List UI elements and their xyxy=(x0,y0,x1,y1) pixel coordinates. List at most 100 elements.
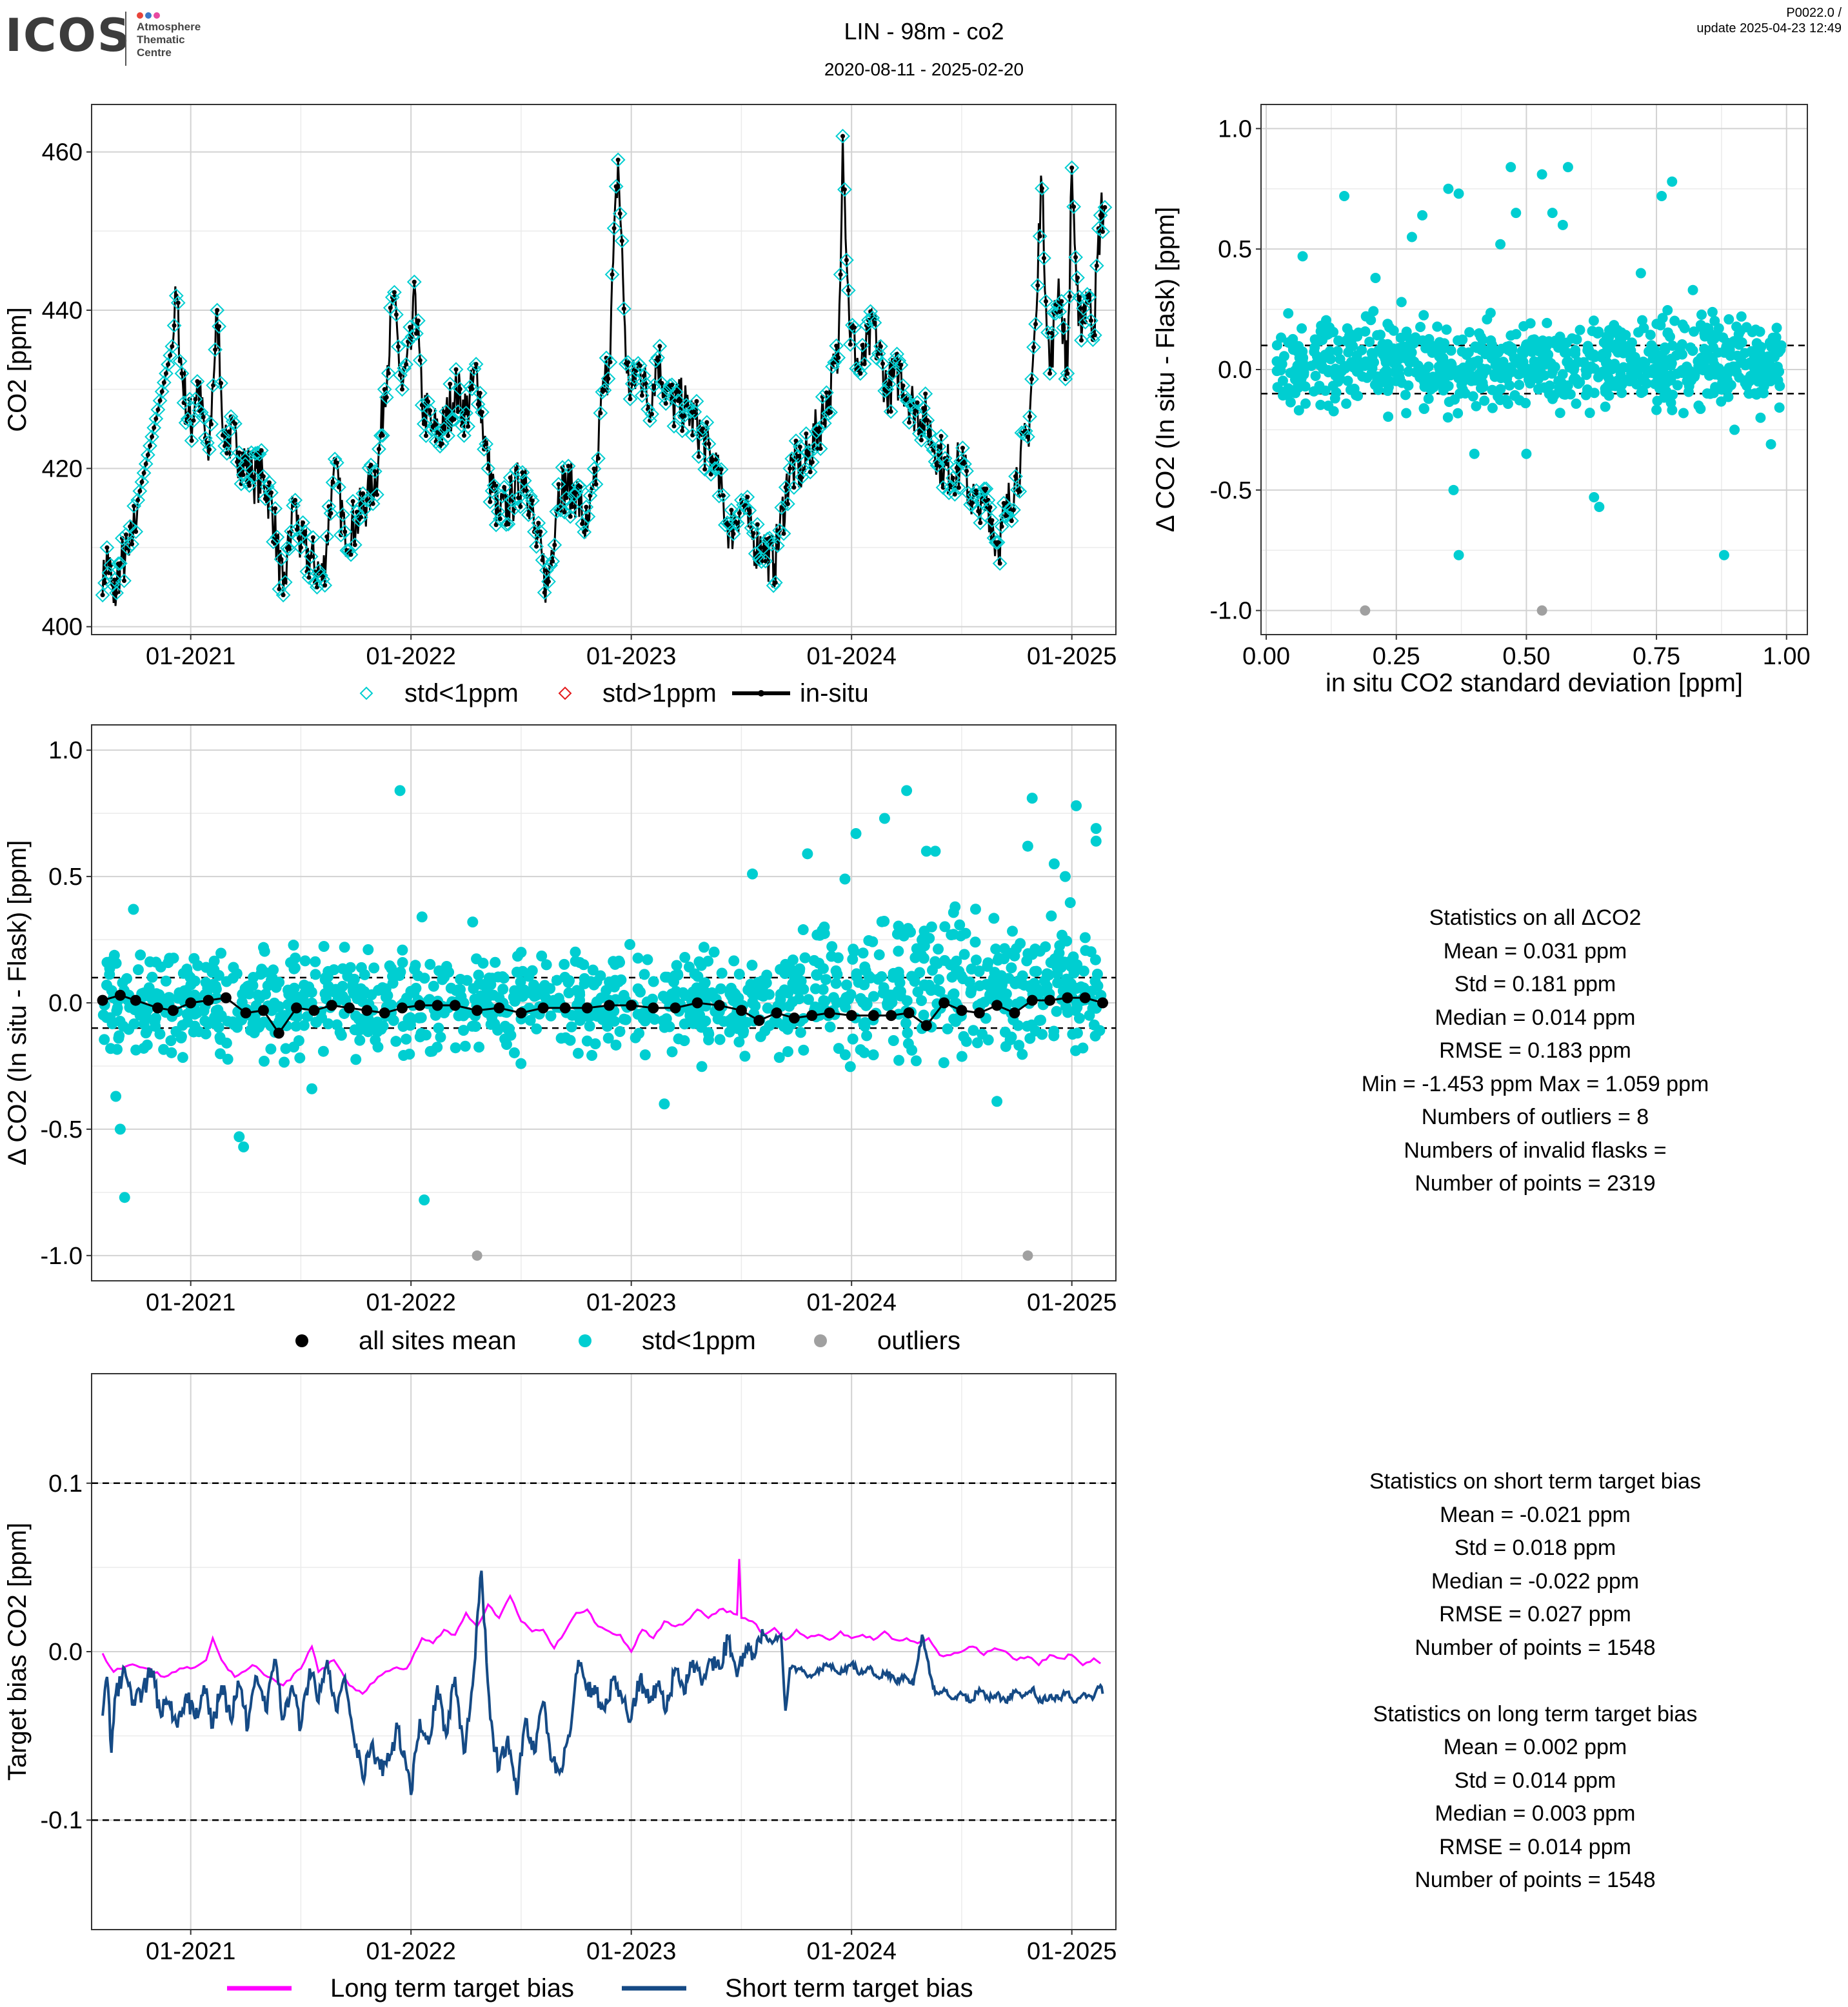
in-situ-point xyxy=(520,470,525,475)
flask-marker-std-lt-1ppm xyxy=(426,418,442,433)
in-situ-point xyxy=(502,485,507,490)
scatter-point-std-lt-1ppm xyxy=(1448,484,1459,495)
in-situ-point xyxy=(289,529,294,534)
all-sites-mean-point xyxy=(846,1010,857,1022)
scatter-point-std-lt-1ppm xyxy=(1724,314,1734,325)
scatter-point-std-lt-1ppm xyxy=(1283,308,1294,319)
in-situ-point xyxy=(279,557,284,562)
flask-marker-std-lt-1ppm xyxy=(973,515,988,531)
flask-marker-std-lt-1ppm xyxy=(461,419,476,434)
delta-point-std-lt-1ppm xyxy=(1022,840,1033,852)
in-situ-point xyxy=(788,466,793,471)
delta-point-std-lt-1ppm xyxy=(632,983,644,994)
flask-marker-std-lt-1ppm xyxy=(301,570,317,585)
in-situ-point xyxy=(386,371,391,376)
flask-marker-std-lt-1ppm xyxy=(883,404,899,419)
in-situ-point xyxy=(155,407,161,412)
delta-point-std-lt-1ppm xyxy=(1079,932,1091,944)
delta-point-std-lt-1ppm xyxy=(974,980,986,992)
x-tick-label: 01-2024 xyxy=(806,1938,896,1965)
in-situ-point xyxy=(400,387,405,392)
in-situ-point xyxy=(392,290,397,295)
in-situ-point xyxy=(213,347,218,352)
delta-point-std-lt-1ppm xyxy=(114,1123,126,1135)
in-situ-point xyxy=(534,544,539,549)
delta-point-std-lt-1ppm xyxy=(868,1049,879,1061)
flask-marker-std-lt-1ppm xyxy=(1072,290,1087,305)
delta-point-std-lt-1ppm xyxy=(817,984,829,995)
scatter-point-std-lt-1ppm xyxy=(1557,219,1568,230)
delta-point-std-lt-1ppm xyxy=(210,1005,222,1016)
delta-point-std-lt-1ppm xyxy=(639,969,650,980)
delta-point-std-lt-1ppm xyxy=(933,944,944,955)
in-situ-point xyxy=(273,506,278,511)
scatter-point-std-lt-1ppm xyxy=(1549,362,1560,373)
delta-point-std-lt-1ppm xyxy=(872,973,884,985)
delta-point-std-lt-1ppm xyxy=(188,953,200,964)
scatter-point-std-lt-1ppm xyxy=(1396,297,1407,308)
flask-marker-std-lt-1ppm xyxy=(184,433,199,448)
scatter-point-std-lt-1ppm xyxy=(1529,356,1540,367)
delta-point-std-lt-1ppm xyxy=(301,997,312,1009)
scatter-point-std-lt-1ppm xyxy=(1482,314,1493,325)
all-sites-mean-point xyxy=(559,1002,571,1014)
scatter-point-std-lt-1ppm xyxy=(1353,327,1364,338)
delta-point-std-lt-1ppm xyxy=(811,929,823,941)
scatter-point-std-lt-1ppm xyxy=(1297,362,1308,373)
flask-marker-std-lt-1ppm xyxy=(602,355,618,370)
in-situ-point xyxy=(1049,330,1055,335)
delta-point-std-lt-1ppm xyxy=(455,973,466,985)
flask-marker-std-lt-1ppm xyxy=(464,381,480,397)
scatter-point-std-lt-1ppm xyxy=(1756,342,1767,353)
logo-dots-icon xyxy=(137,10,162,22)
flask-marker-std-lt-1ppm xyxy=(202,442,217,457)
delta-point-std-lt-1ppm xyxy=(181,1009,193,1020)
scatter-point-std-lt-1ppm xyxy=(1662,327,1673,338)
scatter-point-std-lt-1ppm xyxy=(1351,366,1362,377)
delta-point-std-lt-1ppm xyxy=(624,939,635,951)
scatter-point-std-lt-1ppm xyxy=(1306,361,1317,371)
flask-marker-std-lt-1ppm xyxy=(601,371,616,386)
delta-point-std-lt-1ppm xyxy=(473,1042,485,1053)
delta-point-std-lt-1ppm xyxy=(850,827,862,839)
flask-marker-std-lt-1ppm xyxy=(1022,409,1037,424)
in-situ-point xyxy=(964,468,969,473)
flask-marker-std-lt-1ppm xyxy=(372,441,386,457)
flask-marker-std-lt-1ppm xyxy=(470,397,486,412)
in-situ-point xyxy=(1011,508,1016,513)
flask-marker-std-lt-1ppm xyxy=(95,588,110,603)
flask-marker-std-lt-1ppm xyxy=(399,357,414,372)
delta-point-std-lt-1ppm xyxy=(1017,1049,1028,1060)
in-situ-point xyxy=(586,514,591,519)
delta-point-std-lt-1ppm xyxy=(900,1017,911,1029)
scatter-point-std-lt-1ppm xyxy=(1300,398,1311,409)
scatter-point-std-lt-1ppm xyxy=(1562,347,1573,358)
in-situ-point xyxy=(860,342,865,348)
delta-point-std-lt-1ppm xyxy=(920,845,932,857)
flask-marker-std-lt-1ppm xyxy=(521,507,536,522)
in-situ-point xyxy=(263,496,268,501)
in-situ-point xyxy=(336,484,341,489)
delta-point-std-lt-1ppm xyxy=(617,992,629,1004)
flask-marker-std-lt-1ppm xyxy=(531,515,546,531)
delta-point-std-lt-1ppm xyxy=(919,925,930,937)
delta-point-std-lt-1ppm xyxy=(260,989,272,1000)
in-situ-point xyxy=(343,529,348,535)
delta-point-std-lt-1ppm xyxy=(526,965,538,976)
in-situ-point xyxy=(671,424,677,429)
in-situ-point xyxy=(172,323,177,328)
in-situ-point xyxy=(795,453,800,459)
delta-point-std-lt-1ppm xyxy=(128,904,139,915)
scatter-point-std-lt-1ppm xyxy=(1638,322,1649,333)
flask-marker-std-lt-1ppm xyxy=(561,459,576,474)
delta-point-std-lt-1ppm xyxy=(208,955,220,967)
in-situ-point xyxy=(308,554,313,559)
in-situ-point xyxy=(388,305,393,310)
scatter-point-std-lt-1ppm xyxy=(1616,388,1627,399)
flask-marker-std-lt-1ppm xyxy=(831,350,846,366)
delta-point-std-lt-1ppm xyxy=(497,984,509,995)
scatter-point-std-lt-1ppm xyxy=(1589,388,1600,399)
flask-marker-std-lt-1ppm xyxy=(650,350,666,366)
delta-point-std-lt-1ppm xyxy=(165,1035,177,1047)
flask-marker-std-lt-1ppm xyxy=(1028,317,1043,331)
